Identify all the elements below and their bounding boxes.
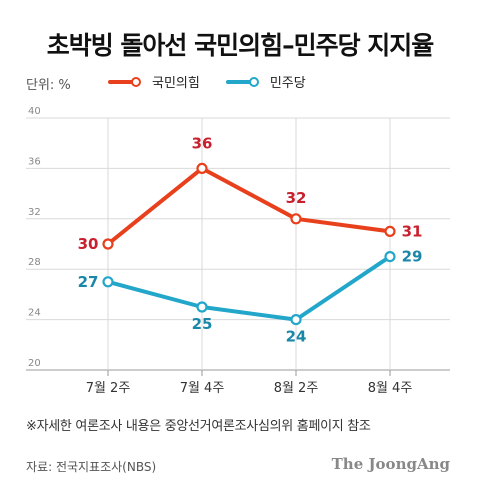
data-point [384,225,396,237]
chart-title: 초박빙 돌아선 국민의힘–민주당 지지율 [46,31,435,60]
data-label: 36 [192,134,213,152]
data-label: 31 [402,222,423,240]
legend-item-dem: 민주당 [225,72,306,91]
y-tick-label: 24 [28,308,41,319]
data-label: 27 [78,273,99,291]
series-line-dem [106,254,392,322]
x-tick-label: 8월 2주 [274,381,319,396]
data-point [196,162,208,174]
legend-label-dem: 민주당 [269,76,306,91]
y-tick-label: 28 [28,257,41,268]
legend-swatch-ppp [108,76,141,87]
legend-item-ppp: 국민의힘 [108,72,200,91]
unit-label: 단위: % [26,78,71,93]
x-tick-label: 7월 2주 [86,381,131,396]
data-point [384,251,396,263]
data-point [290,314,302,326]
y-tick-label: 40 [28,106,41,117]
x-tick-label: 7월 4주 [180,381,225,396]
data-label: 25 [192,315,213,333]
y-tick-label: 32 [28,207,41,218]
data-point [290,213,302,225]
y-tick-label: 20 [28,358,41,369]
footnote: ※자세한 여론조사 내용은 중앙선거여론조사심의위 홈페이지 참조 [26,419,371,434]
data-point [196,301,208,313]
x-tick-label: 8월 4주 [368,381,413,396]
series-line-ppp [106,166,392,246]
data-label: 29 [402,248,423,266]
data-label: 30 [78,235,99,253]
legend-label-ppp: 국민의힘 [152,76,200,91]
legend-swatch-dem [225,76,259,87]
legend: 국민의힘 민주당 [108,72,306,91]
data-point [102,276,114,288]
source-label: 자료: 전국지표조사(NBS) [26,460,157,474]
data-point [102,238,114,250]
y-tick-label: 36 [28,156,41,167]
data-label: 24 [286,328,307,346]
brand-logo: The JoongAng [331,455,450,473]
data-label: 32 [286,189,307,207]
